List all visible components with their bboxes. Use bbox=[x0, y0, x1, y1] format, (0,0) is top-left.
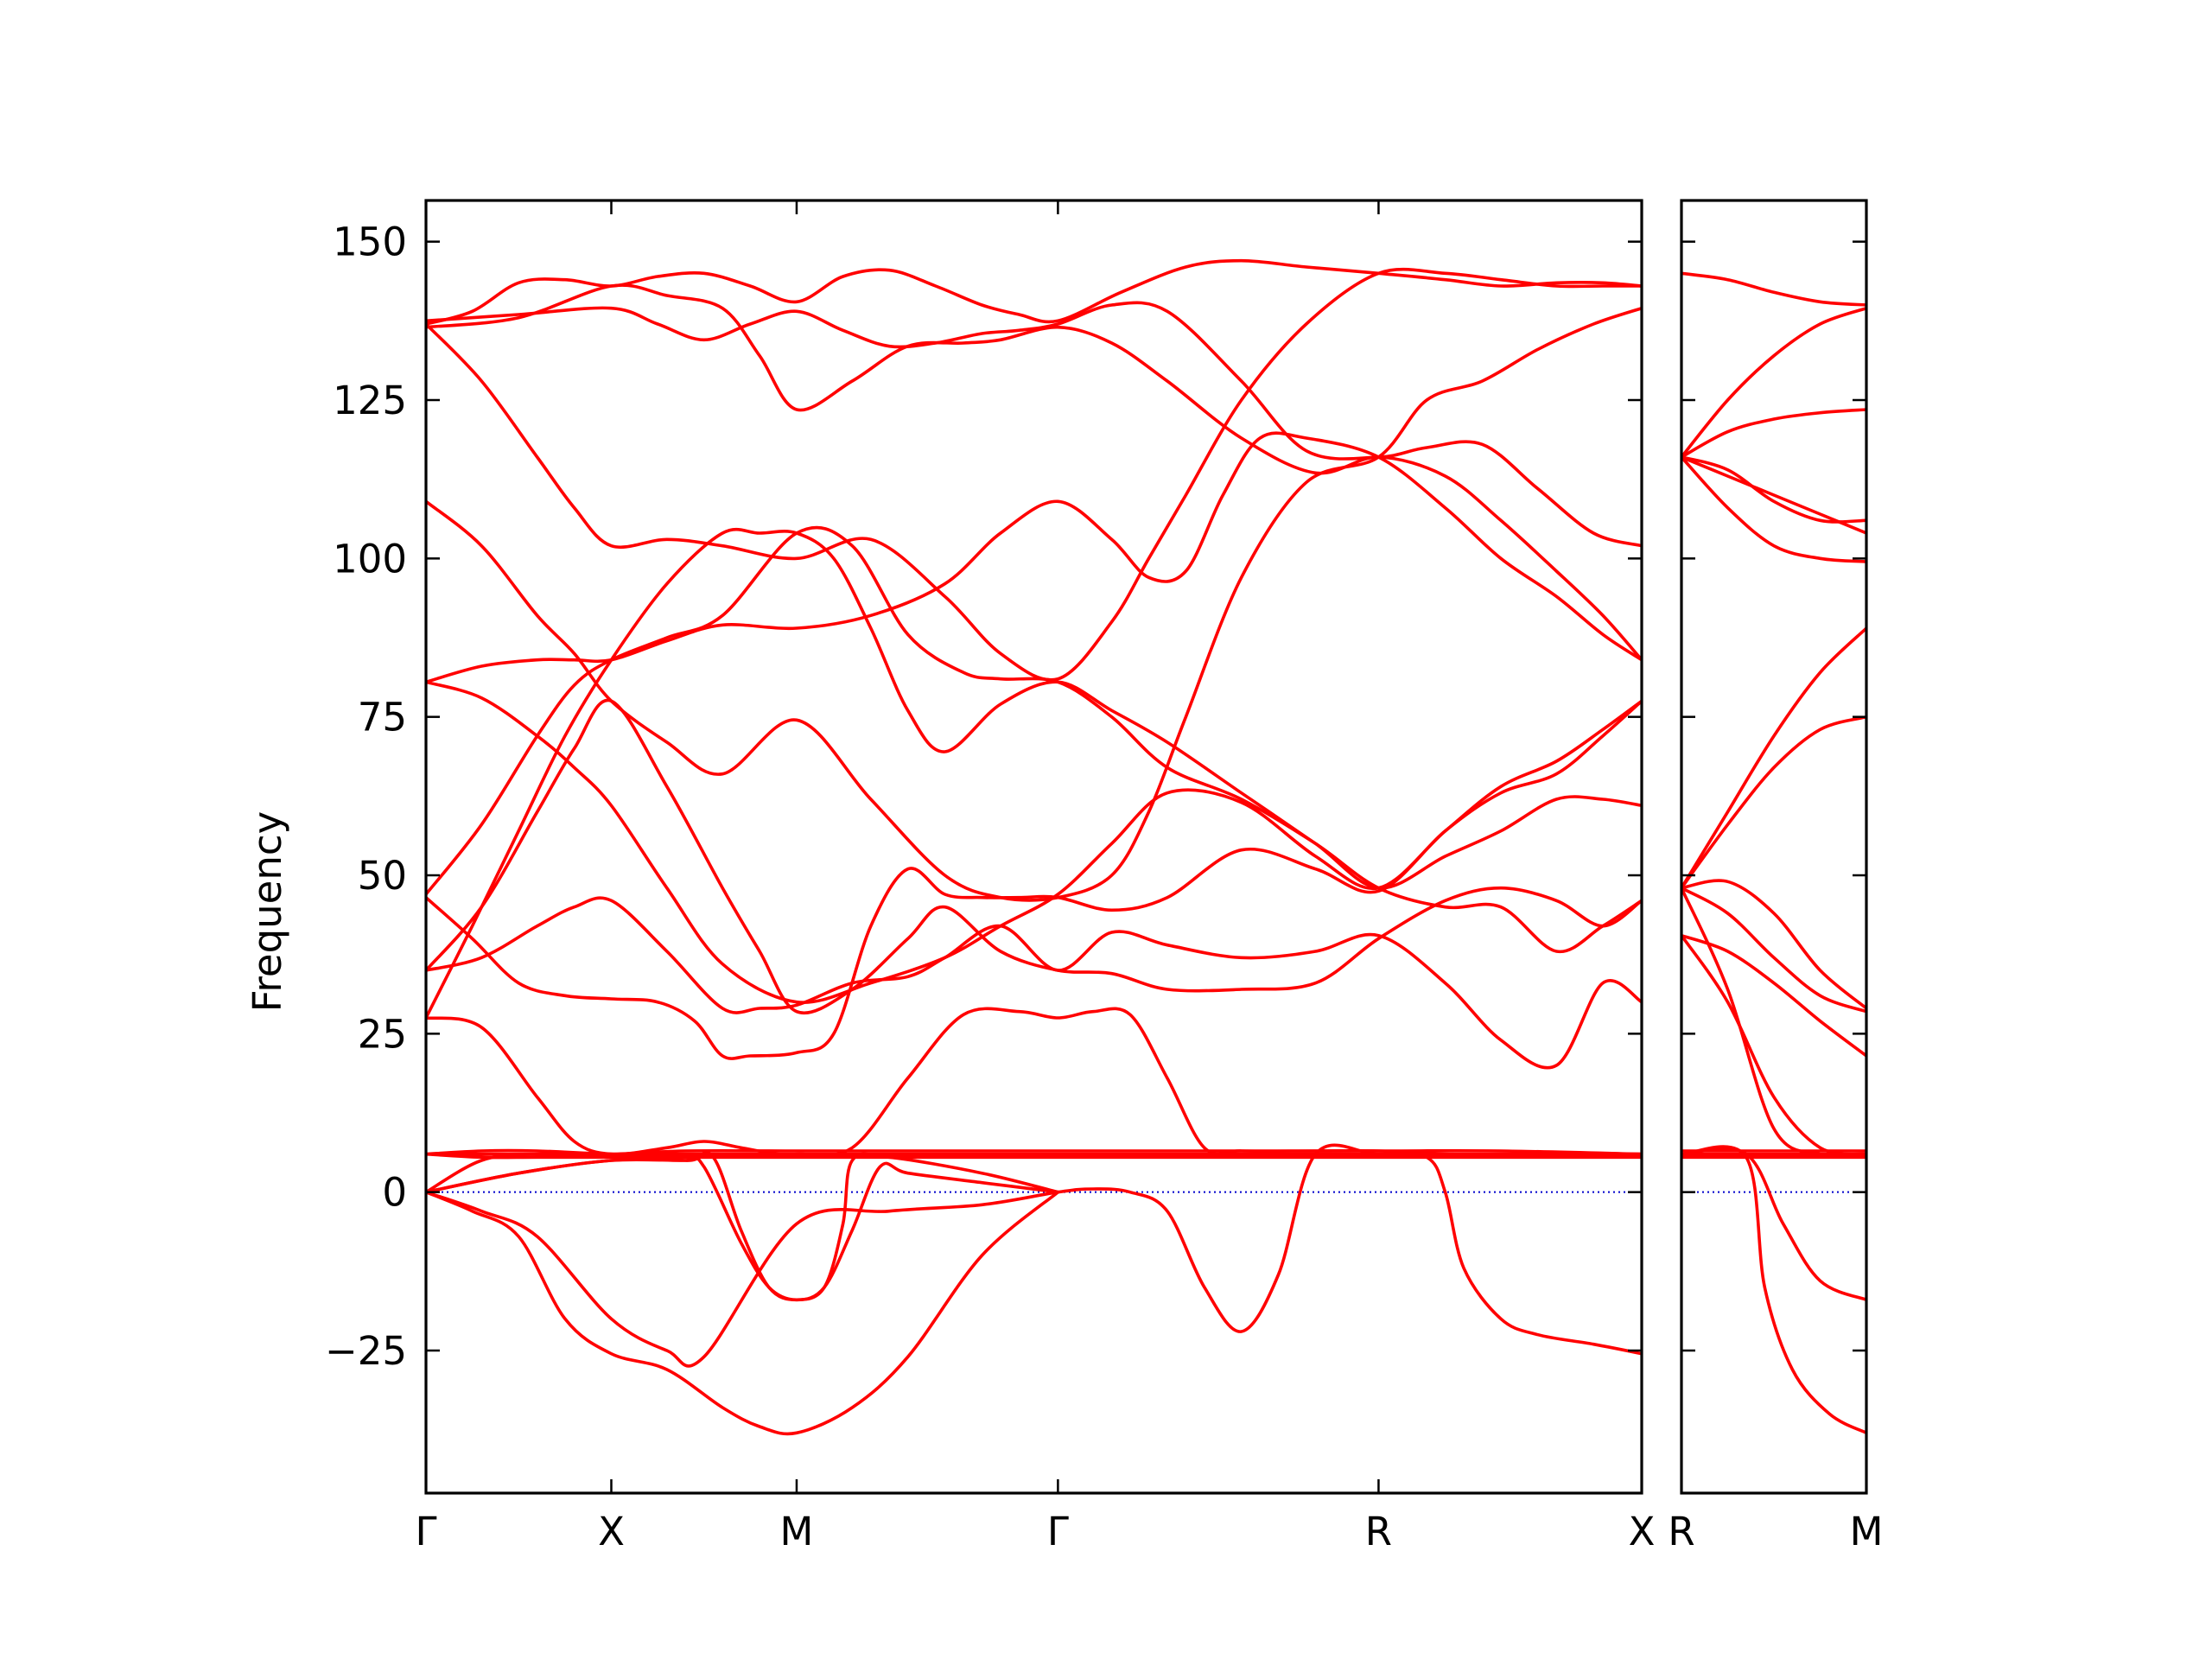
x-tick-label: R bbox=[1365, 1509, 1392, 1554]
band-main-11 bbox=[426, 698, 1642, 1015]
band-right-6 bbox=[1681, 455, 1866, 563]
x-tick-label: M bbox=[780, 1509, 814, 1554]
y-tick-label: 25 bbox=[358, 1011, 407, 1057]
band-right-13 bbox=[1681, 886, 1866, 1158]
band-right-2 bbox=[1681, 306, 1866, 459]
band-right-11 bbox=[1681, 933, 1866, 1058]
band-main-18 bbox=[426, 1152, 1060, 1302]
band-right-5 bbox=[1681, 455, 1866, 535]
y-tick-label: 125 bbox=[333, 378, 407, 423]
band-main-10 bbox=[426, 896, 1642, 1070]
y-tick-label: 100 bbox=[333, 536, 407, 582]
band-main-9 bbox=[426, 527, 1642, 1020]
band-main-19 bbox=[426, 1190, 1060, 1436]
band-main-13 bbox=[426, 1007, 1642, 1157]
axes-frame bbox=[424, 199, 1643, 1495]
band-right-3 bbox=[1681, 408, 1866, 459]
band-right-7 bbox=[1681, 626, 1866, 890]
band-right-8 bbox=[1681, 715, 1866, 890]
y-axis-label: Frequency bbox=[245, 811, 290, 1012]
band-main-6 bbox=[426, 431, 1642, 684]
band-right-17 bbox=[1681, 1147, 1866, 1302]
band-right-18 bbox=[1681, 1145, 1866, 1435]
band-right-12 bbox=[1681, 933, 1866, 1156]
y-tick-label: 0 bbox=[382, 1170, 407, 1216]
x-tick-label: R bbox=[1668, 1509, 1694, 1554]
y-tick-label: 50 bbox=[358, 853, 407, 899]
band-main-12 bbox=[426, 699, 1642, 1060]
y-tick-label: −25 bbox=[325, 1328, 407, 1374]
x-tick-label: X bbox=[598, 1509, 625, 1554]
band-main-1 bbox=[426, 258, 1642, 326]
band-lines bbox=[426, 258, 1642, 1436]
band-main-5 bbox=[426, 306, 1642, 902]
axes-frame bbox=[1680, 199, 1868, 1495]
x-tick-label: Γ bbox=[415, 1509, 436, 1554]
band-right-1 bbox=[1681, 271, 1866, 307]
band-main-15 bbox=[426, 1152, 1642, 1160]
x-tick-label: M bbox=[1850, 1509, 1884, 1554]
x-tick-label: Γ bbox=[1047, 1509, 1069, 1554]
band-right-9 bbox=[1681, 879, 1866, 1010]
band-lines bbox=[1681, 271, 1866, 1435]
y-tick-label: 75 bbox=[358, 695, 407, 741]
band-main-21 bbox=[426, 1152, 1642, 1356]
y-tick-label: 150 bbox=[333, 219, 407, 265]
band-main-8 bbox=[426, 525, 1642, 954]
band-right-10 bbox=[1681, 886, 1866, 1014]
band-main-2 bbox=[426, 301, 1642, 548]
panel-main: −25 0 25 50 75 100 125 150 Γ X M Γ R X bbox=[325, 199, 1656, 1554]
x-tick-label: X bbox=[1629, 1509, 1656, 1554]
band-main-3 bbox=[426, 283, 1642, 662]
band-main-4 bbox=[426, 267, 1642, 682]
band-right-4 bbox=[1681, 455, 1866, 524]
